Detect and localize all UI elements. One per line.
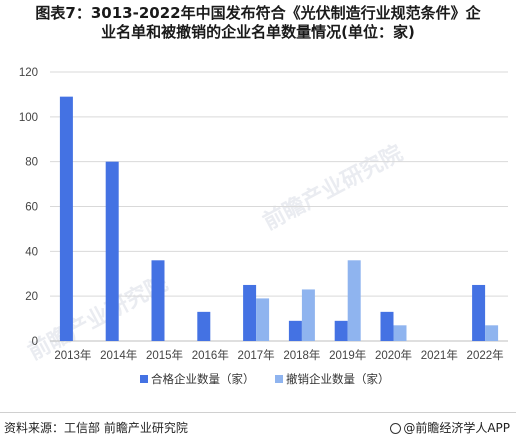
bar-qualified [197, 311, 211, 341]
bar-revoked [393, 325, 407, 341]
legend-swatch-revoked [275, 375, 283, 383]
bar-qualified [472, 284, 486, 341]
y-tick-label: 100 [19, 112, 38, 124]
bar-qualified [59, 96, 73, 342]
x-tick-label: 2018年 [283, 348, 320, 362]
legend-label-qualified: 合格企业数量（家） [151, 372, 255, 386]
legend-swatch-qualified [140, 375, 148, 383]
y-tick-label: 0 [32, 336, 38, 348]
bar-qualified [243, 284, 257, 341]
x-tick-label: 2016年 [192, 348, 229, 362]
x-tick-label: 2013年 [54, 348, 91, 362]
chart-title-line-1: 图表7：3013-2022年中国发布符合《光伏制造行业规范条件》企 [35, 4, 481, 22]
source-note: 资料来源：工信部 前瞻产业研究院 [4, 421, 188, 435]
bar-qualified [105, 161, 119, 341]
y-tick-label: 60 [25, 202, 38, 214]
x-tick-label: 2015年 [146, 348, 183, 362]
legend-label-revoked: 撤销企业数量（家） [286, 372, 390, 386]
bar-revoked [301, 289, 315, 341]
chart-title: 图表7：3013-2022年中国发布符合《光伏制造行业规范条件》企 业名单和被撤… [0, 4, 516, 42]
x-tick-label: 2021年 [421, 348, 458, 362]
bar-qualified [380, 311, 394, 341]
bar-revoked [347, 260, 361, 341]
bar-qualified [151, 260, 165, 341]
bar-qualified [288, 320, 302, 341]
bar-qualified [334, 320, 348, 341]
bar-chart: 0 20 40 60 80 100 120 2013年 2014年 2015年 2016年 2017年… [19, 67, 508, 386]
brand-logo-icon [390, 423, 402, 434]
brand-credit: @前瞻经济学人APP [390, 419, 510, 436]
x-tick-label: 2014年 [100, 348, 137, 362]
footer: 资料来源：工信部 前瞻产业研究院 @前瞻经济学人APP [0, 412, 516, 439]
x-tick-label: 2020年 [375, 348, 412, 362]
x-tick-label: 2019年 [329, 348, 366, 362]
brand-text: @前瞻经济学人APP [403, 421, 510, 435]
y-tick-label: 20 [25, 291, 38, 303]
y-tick-label: 120 [19, 67, 38, 79]
y-tick-label: 80 [25, 157, 38, 169]
y-tick-label: 40 [25, 246, 38, 258]
x-tick-label: 2017年 [238, 348, 275, 362]
bar-revoked [256, 298, 270, 341]
bar-revoked [485, 325, 499, 341]
x-tick-label: 2022年 [467, 348, 504, 362]
chart-title-line-2: 业名单和被撤销的企业名单数量情况(单位：家) [101, 23, 415, 41]
